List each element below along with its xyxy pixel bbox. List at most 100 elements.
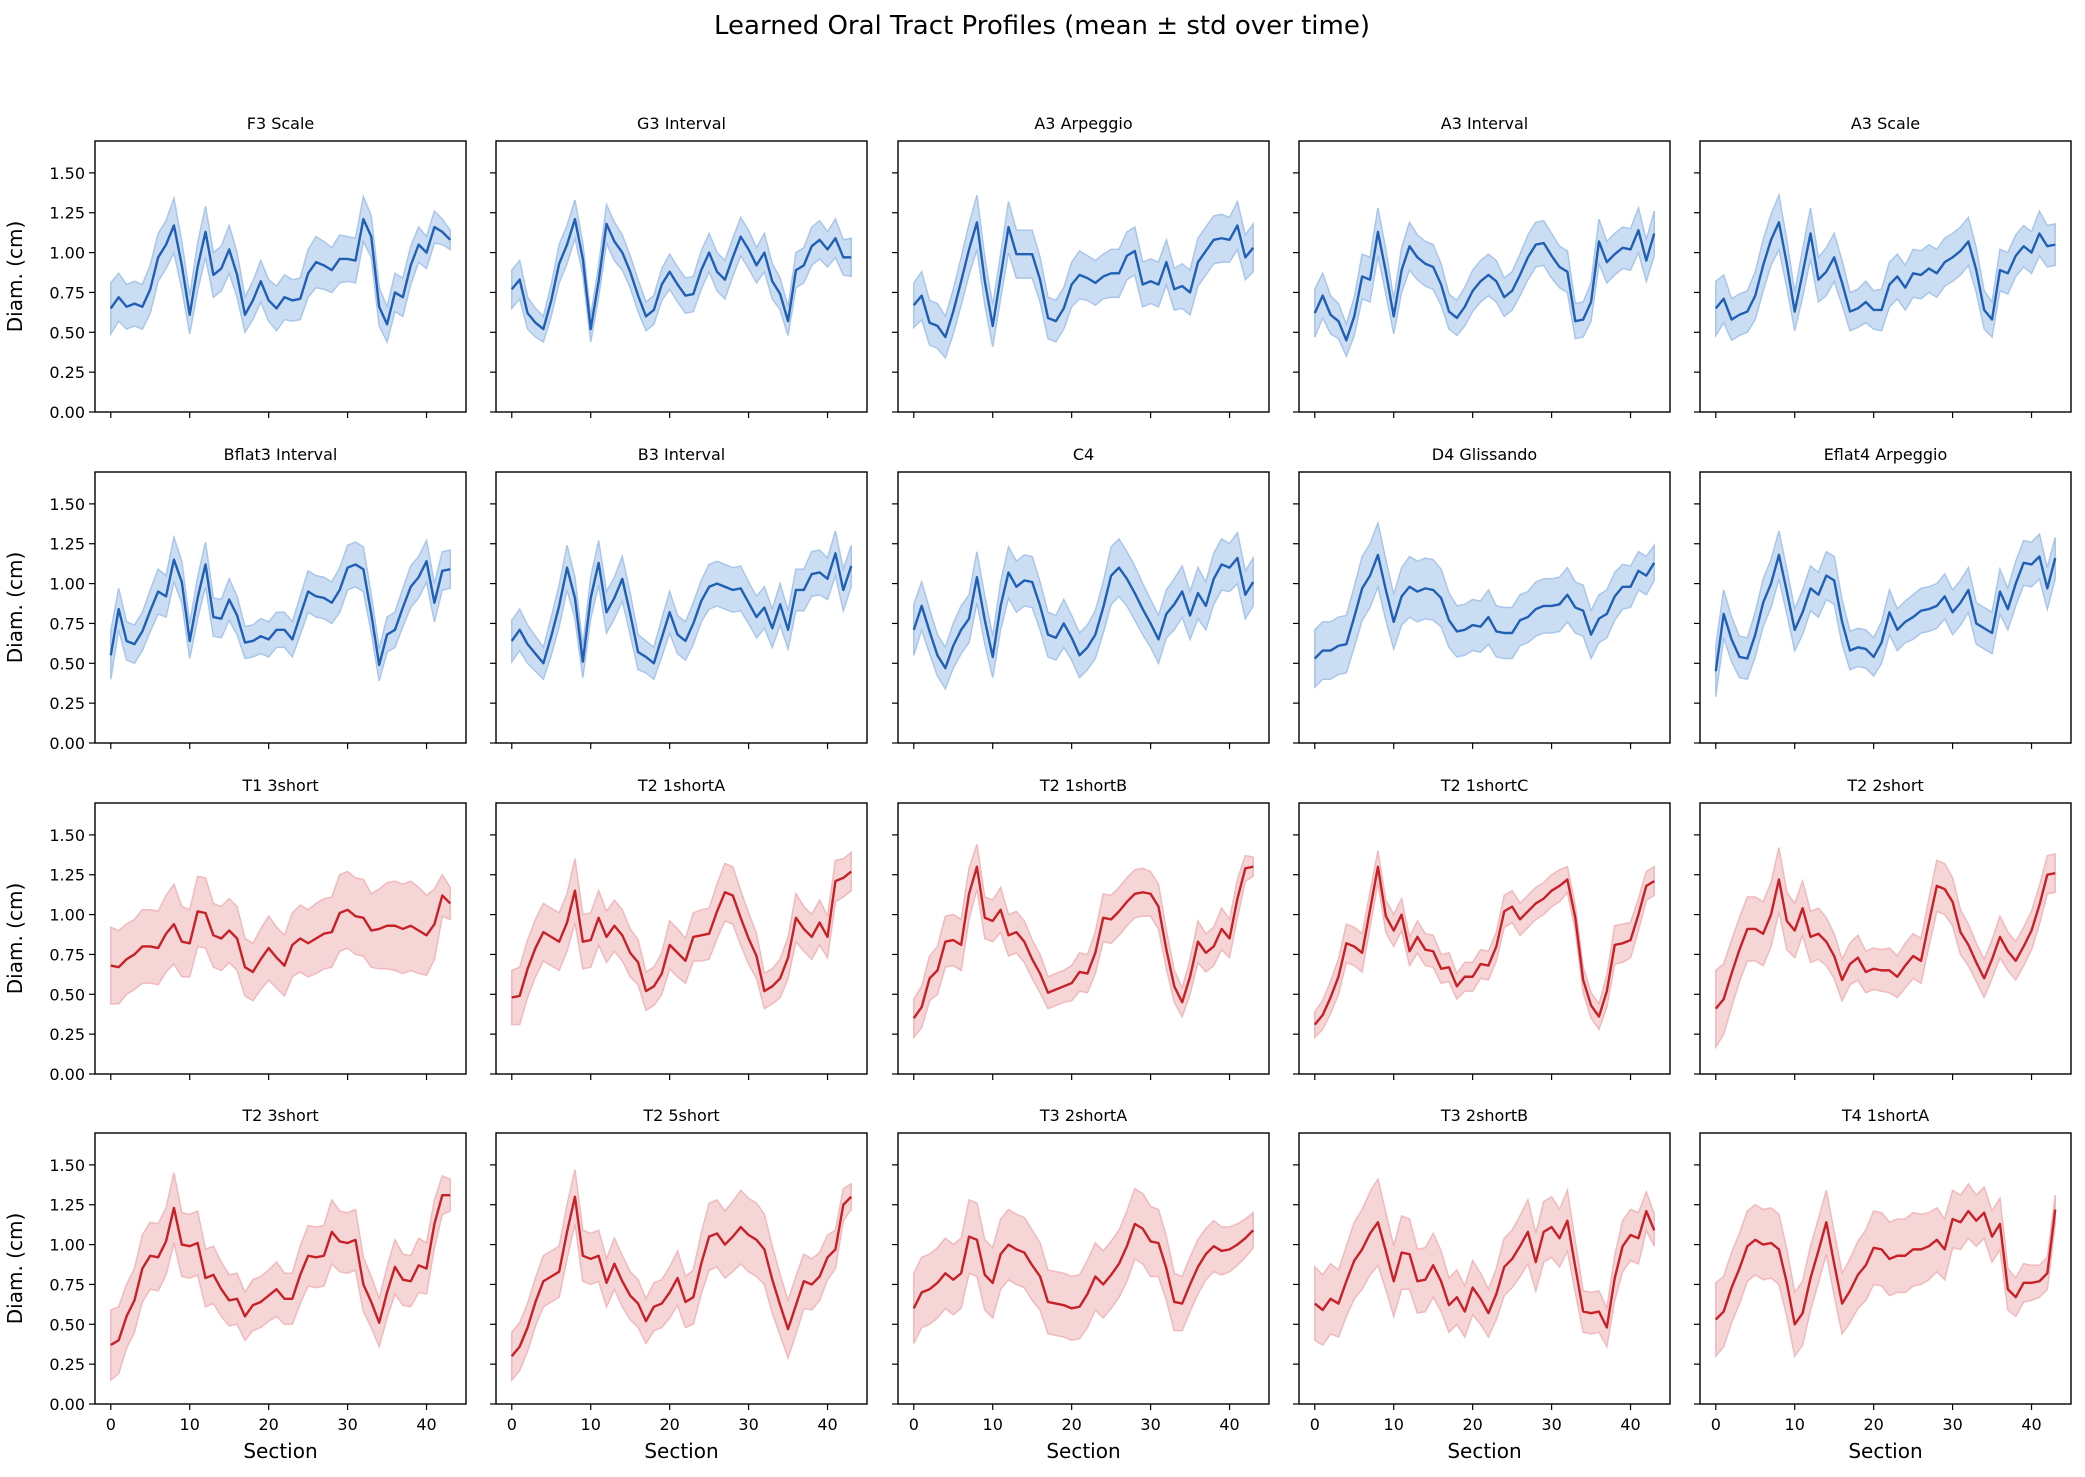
x-tick-label: 40 <box>2021 1415 2041 1434</box>
x-tick-label: 20 <box>1462 1415 1482 1434</box>
mean-line <box>1313 553 1656 660</box>
mean-line <box>109 558 451 667</box>
subplot-title: A3 Arpeggio <box>1034 114 1132 133</box>
x-tick-label: 30 <box>738 1415 758 1434</box>
y-tick-label: 0.50 <box>49 323 85 342</box>
y-tick-label: 0.50 <box>49 1315 85 1334</box>
y-tick-label: 1.50 <box>49 495 85 514</box>
panel-grid: F3 Scale 0.00 0.25 0.50 0.75 1.00 1.25 1.50 Diam… <box>3 114 2072 1463</box>
y-tick-label: 0.25 <box>49 363 85 382</box>
y-tick-label: 0.75 <box>49 283 85 302</box>
y-tick-label: 0.75 <box>49 945 85 964</box>
axes-frame <box>1298 471 1671 744</box>
axes-frame <box>1298 140 1671 413</box>
axes-frame <box>495 1132 868 1405</box>
subplot-title: Eflat4 Arpeggio <box>1824 445 1948 464</box>
x-tick-label: 20 <box>258 1415 278 1434</box>
x-axis-label: Section <box>1046 1439 1120 1463</box>
x-tick-label: 30 <box>1140 1415 1160 1434</box>
y-tick-label: 1.25 <box>49 535 85 554</box>
x-tick-label: 40 <box>817 1415 837 1434</box>
subplot-5: Bflat3 Interval 0.00 0.25 0.50 0.75 1.00 1.25 1… <box>3 445 467 753</box>
std-band <box>110 194 451 344</box>
y-tick-label: 0.25 <box>49 1025 85 1044</box>
subplot-6: B3 Interval <box>490 445 868 749</box>
x-tick-label: 30 <box>1942 1415 1962 1434</box>
axes-frame <box>495 140 868 413</box>
subplot-title: G3 Interval <box>637 114 726 133</box>
std-band <box>511 1169 852 1383</box>
x-tick-label: 0 <box>106 1415 116 1434</box>
axes-frame <box>897 1132 1270 1405</box>
subplot-17: T3 2shortA 0 10 20 30 40 Section <box>892 1106 1270 1463</box>
subplot-0: F3 Scale 0.00 0.25 0.50 0.75 1.00 1.25 1.50 Diam… <box>3 114 467 422</box>
mean-line <box>510 217 852 331</box>
x-tick-label: 40 <box>1219 1415 1239 1434</box>
subplot-title: T2 2short <box>1846 776 1923 795</box>
subplot-title: D4 Glissando <box>1432 445 1537 464</box>
figure-title: Learned Oral Tract Profiles (mean ± std … <box>714 11 1370 41</box>
x-tick-label: 40 <box>1620 1415 1640 1434</box>
x-tick-label: 30 <box>1541 1415 1561 1434</box>
subplot-title: T4 1shortA <box>1841 1106 1929 1125</box>
std-band <box>511 199 852 343</box>
x-tick-label: 0 <box>1711 1415 1721 1434</box>
y-axis-label: Diam. (cm) <box>3 552 27 664</box>
std-band <box>110 1172 451 1382</box>
std-band <box>1314 1177 1655 1349</box>
axes-frame <box>495 471 868 744</box>
subplot-13: T2 1shortC <box>1293 776 1671 1080</box>
axes-frame <box>495 802 868 1075</box>
mean-line <box>1714 871 2056 1010</box>
axes-frame <box>1699 471 2072 744</box>
axes-frame <box>897 471 1270 744</box>
std-band <box>1314 520 1655 690</box>
y-tick-label: 1.50 <box>49 164 85 183</box>
subplot-title: T2 3short <box>241 1106 318 1125</box>
x-tick-label: 10 <box>180 1415 200 1434</box>
x-axis-label: Section <box>644 1439 718 1463</box>
subplot-title: T2 1shortC <box>1440 776 1529 795</box>
subplot-2: A3 Arpeggio <box>892 114 1270 418</box>
y-axis-label: Diam. (cm) <box>3 883 27 995</box>
subplot-12: T2 1shortB <box>892 776 1270 1080</box>
mean-line <box>110 1193 451 1347</box>
subplot-title: Bflat3 Interval <box>224 445 338 464</box>
x-axis-label: Section <box>1447 1439 1521 1463</box>
y-tick-label: 1.00 <box>49 1236 85 1255</box>
mean-line <box>1714 553 2057 672</box>
subplot-10: T1 3short 0.00 0.25 0.50 0.75 1.00 1.25 1.50 Dia… <box>3 776 467 1084</box>
std-band <box>913 530 1254 691</box>
subplot-14: T2 2short <box>1694 776 2072 1080</box>
x-tick-label: 40 <box>416 1415 436 1434</box>
y-tick-label: 0.50 <box>49 654 85 673</box>
subplot-title: T1 3short <box>241 776 318 795</box>
subplot-7: C4 <box>892 445 1270 749</box>
mean-line <box>1714 221 2056 321</box>
mean-line <box>1714 1209 2057 1326</box>
mean-line <box>912 556 1255 670</box>
subplot-title: A3 Scale <box>1851 114 1920 133</box>
y-tick-label: 0.00 <box>49 734 85 753</box>
subplot-title: T2 1shortA <box>637 776 725 795</box>
y-tick-label: 1.00 <box>49 906 85 925</box>
mean-line <box>1313 229 1656 342</box>
x-tick-label: 0 <box>909 1415 919 1434</box>
y-tick-label: 0.00 <box>49 1065 85 1084</box>
y-tick-label: 1.25 <box>49 204 85 223</box>
std-band <box>1715 530 2056 697</box>
subplot-title: C4 <box>1073 445 1094 464</box>
mean-line <box>510 552 853 665</box>
axes-frame <box>897 802 1270 1075</box>
y-tick-label: 1.50 <box>49 826 85 845</box>
y-tick-label: 0.00 <box>49 403 85 422</box>
axes-frame <box>94 1132 467 1405</box>
subplot-18: T3 2shortB 0 10 20 30 40 Section <box>1293 1106 1671 1463</box>
std-band <box>913 844 1254 1040</box>
x-tick-label: 0 <box>507 1415 517 1434</box>
std-band <box>511 850 852 1026</box>
subplot-title: F3 Scale <box>247 114 315 133</box>
x-axis-label: Section <box>243 1439 317 1463</box>
y-tick-label: 0.00 <box>49 1395 85 1414</box>
